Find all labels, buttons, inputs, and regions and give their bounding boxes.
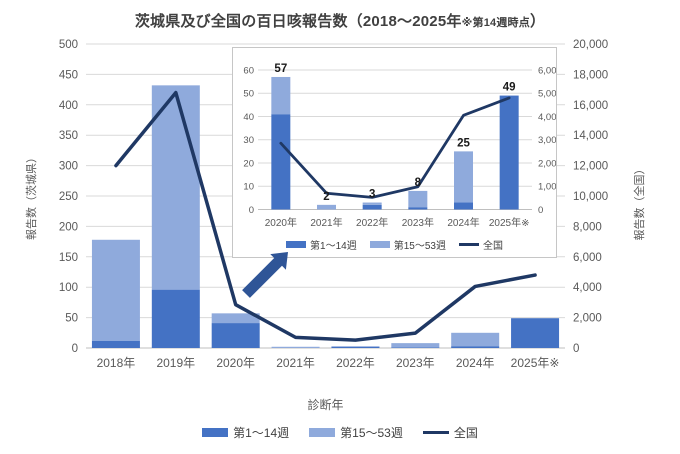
legend-item-nationwide: 全国: [422, 424, 478, 441]
svg-text:0: 0: [249, 205, 254, 216]
svg-text:57: 57: [274, 63, 287, 75]
svg-text:3,000: 3,000: [538, 135, 556, 146]
svg-text:500: 500: [59, 39, 78, 51]
legend-label-weeks-15-53: 第15～53週: [340, 426, 403, 440]
svg-text:100: 100: [59, 282, 78, 294]
legend-swatch-dark-icon: [202, 428, 229, 437]
svg-text:4,000: 4,000: [573, 282, 602, 294]
svg-text:0: 0: [573, 343, 579, 355]
svg-text:150: 150: [59, 252, 78, 264]
svg-text:16,000: 16,000: [573, 100, 608, 112]
svg-text:3: 3: [369, 189, 375, 201]
chart-title-note: ※第14週時点: [461, 17, 530, 29]
svg-text:49: 49: [503, 82, 516, 94]
svg-text:2,000: 2,000: [573, 313, 602, 325]
svg-text:2021年: 2021年: [310, 216, 342, 229]
svg-text:0: 0: [72, 343, 78, 355]
legend-item-weeks-15-53: 第15～53週: [309, 424, 403, 441]
svg-text:2022年: 2022年: [336, 356, 375, 370]
inset-legend-swatch-light-icon: [369, 241, 390, 248]
svg-text:20,000: 20,000: [573, 39, 608, 51]
svg-text:8: 8: [415, 177, 422, 189]
inset-chart-panel: 0 10 20 30 40 50 60 0 1,000 2,000 3,000 4,000 5,000 6…: [232, 47, 557, 258]
right-axis-title: 報告数（全国）: [634, 163, 646, 241]
main-legend: 第1～14週 第15～53週 全国: [0, 424, 680, 441]
svg-text:250: 250: [59, 191, 78, 203]
inset-legend-label-nationwide: 全国: [482, 241, 503, 252]
legend-item-weeks-1-14: 第1～14週: [202, 424, 289, 441]
svg-text:40: 40: [243, 112, 254, 123]
svg-text:0: 0: [538, 205, 543, 216]
inset-legend-label-weeks-1-14: 第1～14週: [310, 241, 357, 252]
svg-text:2025年※: 2025年※: [489, 216, 530, 229]
svg-text:2021年: 2021年: [276, 356, 315, 370]
svg-text:14,000: 14,000: [573, 130, 608, 142]
svg-text:2,000: 2,000: [538, 158, 556, 169]
svg-text:2025年※: 2025年※: [511, 356, 560, 370]
svg-text:2024年: 2024年: [447, 216, 479, 229]
x-axis-title: 診断年: [307, 398, 344, 412]
chart-title: 茨城県及び全国の百日咳報告数（2018～2025年※第14週時点）: [0, 10, 680, 31]
inset-legend-item-weeks-1-14: 第1～14週: [286, 237, 357, 252]
inset-legend-swatch-dark-icon: [286, 241, 307, 248]
inset-legend-label-weeks-15-53: 第15～53週: [393, 241, 446, 252]
svg-text:2020年: 2020年: [216, 356, 255, 370]
svg-text:12,000: 12,000: [573, 161, 608, 173]
legend-line-icon: [422, 430, 449, 435]
svg-text:50: 50: [243, 89, 254, 100]
svg-text:200: 200: [59, 221, 78, 233]
svg-text:18,000: 18,000: [573, 69, 608, 81]
svg-text:30: 30: [243, 135, 254, 146]
svg-text:2024年: 2024年: [456, 356, 495, 370]
legend-label-nationwide: 全国: [453, 426, 478, 440]
svg-text:8,000: 8,000: [573, 221, 602, 233]
svg-text:5,000: 5,000: [538, 89, 556, 100]
inset-chart-canvas: 0 10 20 30 40 50 60 0 1,000 2,000 3,000 4,000 5,000 6…: [243, 63, 556, 229]
inset-legend-item-weeks-15-53: 第15～53週: [369, 237, 446, 252]
svg-text:60: 60: [243, 65, 254, 76]
svg-text:50: 50: [65, 313, 78, 325]
svg-text:25: 25: [457, 137, 470, 149]
inset-legend-item-nationwide: 全国: [458, 237, 503, 252]
chart-title-close: ）: [529, 13, 546, 30]
svg-text:2018年: 2018年: [97, 356, 136, 370]
svg-text:2022年: 2022年: [356, 216, 388, 229]
legend-label-weeks-1-14: 第1～14週: [233, 426, 290, 440]
inset-legend-line-icon: [458, 243, 479, 246]
svg-text:2023年: 2023年: [402, 216, 434, 229]
chart-title-main: 茨城県及び全国の百日咳報告数（2018～2025年: [134, 13, 462, 30]
legend-swatch-light-icon: [309, 428, 336, 437]
svg-text:10: 10: [243, 182, 254, 193]
svg-text:2023年: 2023年: [396, 356, 435, 370]
inset-legend: 第1～14週 第15～53週 全国: [233, 237, 556, 252]
svg-text:2019年: 2019年: [156, 356, 195, 370]
svg-text:20: 20: [243, 158, 254, 169]
svg-text:6,000: 6,000: [538, 65, 556, 76]
svg-text:1,000: 1,000: [538, 182, 556, 193]
svg-text:300: 300: [59, 161, 78, 173]
svg-text:2020年: 2020年: [265, 216, 297, 229]
svg-text:4,000: 4,000: [538, 112, 556, 123]
svg-text:10,000: 10,000: [573, 191, 608, 203]
left-axis-title: 報告数（茨城県）: [26, 152, 38, 240]
svg-text:350: 350: [59, 130, 78, 142]
svg-text:450: 450: [59, 69, 78, 81]
svg-text:6,000: 6,000: [573, 252, 602, 264]
svg-text:2: 2: [323, 191, 329, 203]
svg-text:400: 400: [59, 100, 78, 112]
